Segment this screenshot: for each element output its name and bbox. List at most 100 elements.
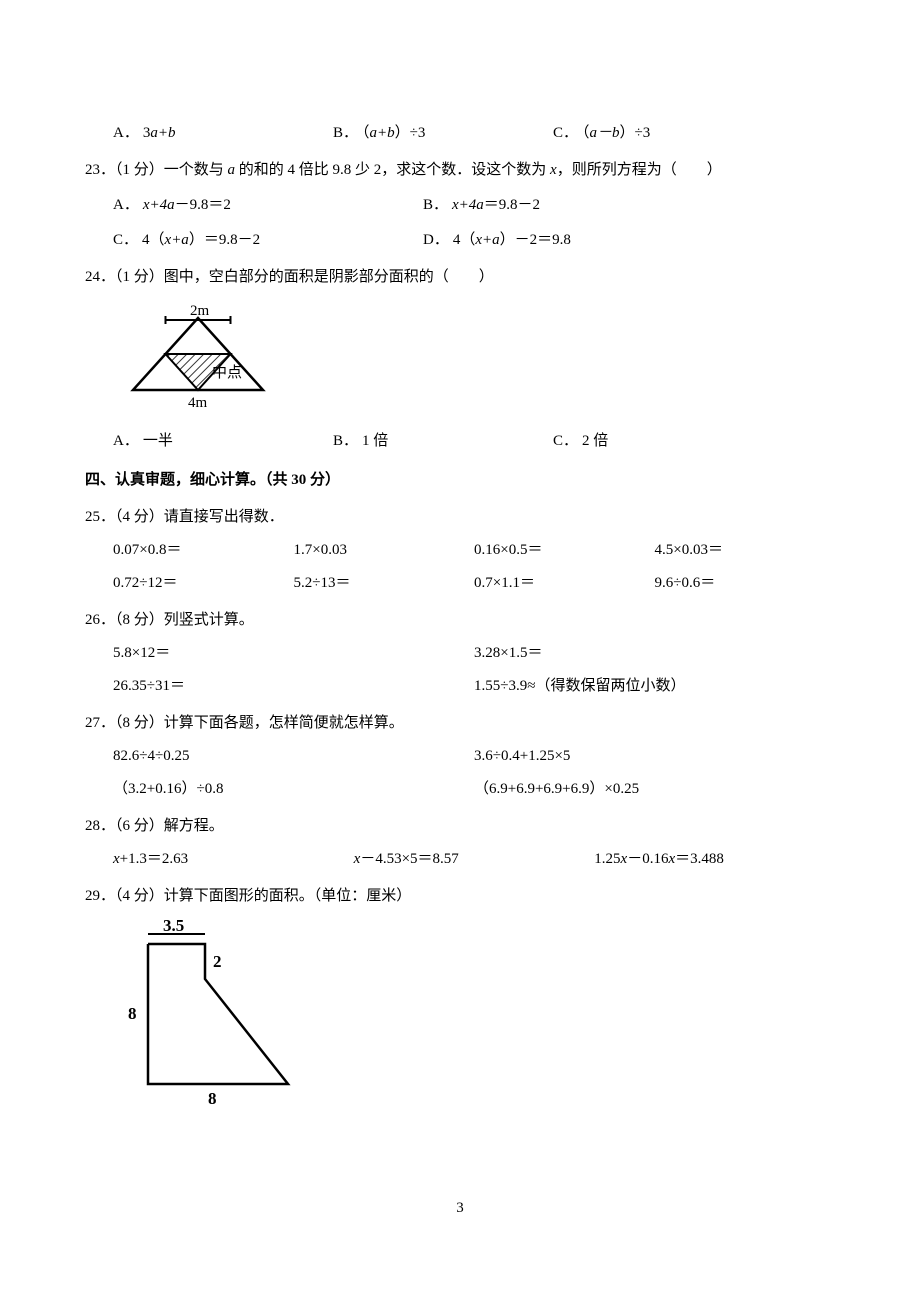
opt-label: D． (423, 232, 449, 248)
q22-opt-c: C．（a－b）÷3 (553, 117, 773, 150)
q26-r1c1: 5.8×12＝ (113, 637, 474, 670)
q24-b-text: 1 倍 (362, 433, 388, 449)
q23-c-expr: x+a (165, 232, 189, 248)
q23-d-pre: 4（ (453, 232, 476, 248)
q27-stem: 27．（8 分）计算下面各题，怎样简便就怎样算。 (85, 707, 835, 740)
q24-a-text: 一半 (143, 433, 173, 449)
q24-figure: 2m 中点 4m (85, 300, 835, 423)
q22-c-pre: （ (582, 125, 590, 141)
q22-c-expr: a－b (590, 125, 620, 141)
q26-r2c1: 26.35÷31＝ (113, 670, 474, 703)
q23-c-post: ）＝9.8－2 (189, 232, 260, 248)
q25-row2: 0.72÷12＝ 5.2÷13＝ 0.7×1.1＝ 9.6÷0.6＝ (85, 567, 835, 600)
q23-stem-mid: 的和的 4 倍比 9.8 少 2，求这个数．设这个数为 (235, 162, 550, 178)
q25-r2c3: 0.7×1.1＝ (474, 567, 655, 600)
q28-eq3-a: 1.25 (594, 851, 620, 867)
opt-label: A． (113, 125, 139, 141)
q23-opt-c: C．4（x+a）＝9.8－2 (113, 224, 423, 257)
q25-r2c1: 0.72÷12＝ (113, 567, 294, 600)
left-label: 8 (128, 1004, 137, 1023)
q23-b-expr: x+4a (452, 197, 484, 213)
opt-label: C． (553, 433, 578, 449)
q23-d-expr: x+a (475, 232, 499, 248)
q26-r1c2: 3.28×1.5＝ (474, 637, 835, 670)
opt-label: B． (333, 125, 358, 141)
q25-row1: 0.07×0.8＝ 1.7×0.03 0.16×0.5＝ 4.5×0.03＝ (85, 534, 835, 567)
page-number: 3 (85, 1192, 835, 1225)
q22-b-pre: （ (362, 125, 370, 141)
q23-a-rest: －9.8＝2 (175, 197, 231, 213)
q24-stem: 24．（1 分）图中，空白部分的面积是阴影部分面积的（ ） (85, 261, 835, 294)
q29-figure: 3.5 2 8 8 (85, 919, 835, 1122)
q23-stem: 23．（1 分）一个数与 a 的和的 4 倍比 9.8 少 2，求这个数．设这个… (85, 154, 835, 187)
top-label: 3.5 (163, 919, 184, 935)
q27-row1: 82.6÷4÷0.25 3.6÷0.4+1.25×5 (85, 740, 835, 773)
q27-row2: （3.2+0.16）÷0.8 （6.9+6.9+6.9+6.9）×0.25 (85, 773, 835, 806)
q28-eq3-b: －0.16 (627, 851, 668, 867)
q26-stem: 26．（8 分）列竖式计算。 (85, 604, 835, 637)
q25-r1c2: 1.7×0.03 (294, 534, 475, 567)
bottom-label: 8 (208, 1089, 217, 1108)
composite-svg: 3.5 2 8 8 (113, 919, 313, 1109)
q22-options: A．3a+b B．（a+b）÷3 C．（a－b）÷3 (85, 117, 835, 150)
q28-eq3: 1.25x－0.16x＝3.488 (594, 843, 835, 876)
opt-label: C． (553, 125, 578, 141)
section4-title: 四、认真审题，细心计算。（共 30 分） (85, 464, 835, 497)
q26-r2c2: 1.55÷3.9≈（得数保留两位小数） (474, 670, 835, 703)
q24-opt-c: C．2 倍 (553, 425, 773, 458)
q28-eq3-c: ＝3.488 (675, 851, 724, 867)
q23-opt-d: D．4（x+a）－2＝9.8 (423, 224, 733, 257)
mid-label: 中点 (212, 364, 242, 381)
q23-stem-post: ，则所列方程为（ ） (557, 162, 722, 178)
q23-d-post: ）－2＝9.8 (500, 232, 571, 248)
q24-opt-b: B．1 倍 (333, 425, 553, 458)
q22-opt-b: B．（a+b）÷3 (333, 117, 553, 150)
q25-r2c4: 9.6÷0.6＝ (655, 567, 836, 600)
q25-r2c2: 5.2÷13＝ (294, 567, 475, 600)
q23-stem-pre: 23．（1 分）一个数与 (85, 162, 228, 178)
q28-eq1-rest: +1.3＝2.63 (120, 851, 188, 867)
q27-r2c1: （3.2+0.16）÷0.8 (113, 773, 474, 806)
q23-options-row1: A．x+4a－9.8＝2 B．x+4a＝9.8－2 (85, 189, 835, 222)
q27-r2c2: （6.9+6.9+6.9+6.9）×0.25 (474, 773, 835, 806)
q28-eq2: x－4.53×5＝8.57 (354, 843, 595, 876)
q24-c-text: 2 倍 (582, 433, 608, 449)
q23-stem-var-a: a (228, 162, 236, 178)
q26-row1: 5.8×12＝ 3.28×1.5＝ (85, 637, 835, 670)
q28-eq1: x+1.3＝2.63 (113, 843, 354, 876)
q23-opt-a: A．x+4a－9.8＝2 (113, 189, 423, 222)
bottom-label: 4m (188, 395, 208, 410)
q26-row2: 26.35÷31＝ 1.55÷3.9≈（得数保留两位小数） (85, 670, 835, 703)
q22-a-expr: a+b (150, 125, 175, 141)
opt-label: B． (423, 197, 448, 213)
q28-equations: x+1.3＝2.63 x－4.53×5＝8.57 1.25x－0.16x＝3.4… (85, 843, 835, 876)
q28-eq1-var: x (113, 851, 120, 867)
q23-options-row2: C．4（x+a）＝9.8－2 D．4（x+a）－2＝9.8 (85, 224, 835, 257)
q25-stem: 25．（4 分）请直接写出得数． (85, 501, 835, 534)
q23-opt-b: B．x+4a＝9.8－2 (423, 189, 733, 222)
q27-r1c1: 82.6÷4÷0.25 (113, 740, 474, 773)
top-label: 2m (190, 303, 210, 319)
q23-b-rest: ＝9.8－2 (484, 197, 540, 213)
q23-stem-var-x: x (550, 162, 557, 178)
q22-c-post: ）÷3 (620, 125, 651, 141)
q24-opt-a: A．一半 (113, 425, 333, 458)
q29-stem: 29．（4 分）计算下面图形的面积。（单位：厘米） (85, 880, 835, 913)
q22-opt-a: A．3a+b (113, 117, 333, 150)
opt-label: A． (113, 433, 139, 449)
q25-r1c1: 0.07×0.8＝ (113, 534, 294, 567)
right-upper-label: 2 (213, 952, 222, 971)
triangle-svg: 2m 中点 4m (113, 300, 283, 410)
q25-r1c4: 4.5×0.03＝ (655, 534, 836, 567)
q25-r1c3: 0.16×0.5＝ (474, 534, 655, 567)
q22-b-post: ）÷3 (395, 125, 426, 141)
q24-options: A．一半 B．1 倍 C．2 倍 (85, 425, 835, 458)
opt-label: A． (113, 197, 139, 213)
opt-label: C． (113, 232, 138, 248)
q28-eq2-rest: －4.53×5＝8.57 (360, 851, 458, 867)
q28-stem: 28．（6 分）解方程。 (85, 810, 835, 843)
q23-c-pre: 4（ (142, 232, 165, 248)
q27-r1c2: 3.6÷0.4+1.25×5 (474, 740, 835, 773)
q23-a-expr: x+4a (143, 197, 175, 213)
q22-b-expr: a+b (370, 125, 395, 141)
